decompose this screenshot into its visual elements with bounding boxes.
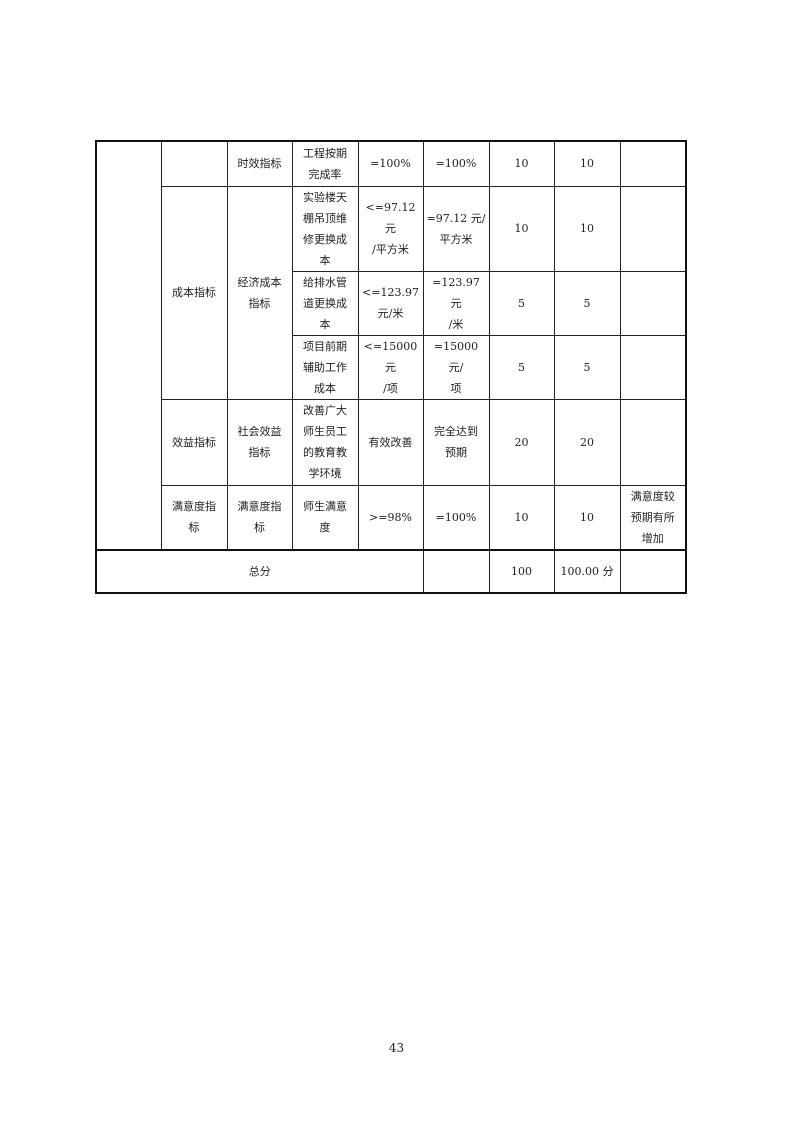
actual-cell: =15000 元/ 项: [422, 334, 490, 400]
weight-cell: 5: [488, 270, 555, 336]
total-note: [619, 549, 687, 593]
total-actual: [422, 549, 490, 593]
score-cell: 5: [553, 334, 621, 400]
target-cell: =100%: [357, 140, 424, 187]
actual-cell: =97.12 元/ 平方米: [422, 185, 490, 272]
table-row: 满意度指 标 满意度指 标 师生满意 度 >=98% =100% 10 10 满…: [96, 484, 687, 550]
target-cell: <=123.97 元/米: [357, 270, 424, 336]
indicator-cell: 给排水管 道更换成 本: [291, 270, 359, 336]
level3-cell: 时效指标: [226, 140, 293, 187]
note-cell: [619, 334, 687, 400]
target-cell: >=98%: [357, 484, 424, 550]
note-cell: 满意度较 预期有所 增加: [619, 484, 687, 550]
level3-cell: 经济成本 指标: [226, 185, 293, 400]
note-cell: [619, 140, 687, 187]
note-cell: [619, 398, 687, 486]
total-weight: 100: [488, 549, 555, 593]
page-number: 43: [388, 1041, 405, 1055]
indicator-cell: 师生满意 度: [291, 484, 359, 550]
table-row: 效益指标 社会效益 指标 改善广大 师生员工 的教育教 学环境 有效改善 完全达…: [96, 398, 687, 486]
table-row: 给排水管 道更换成 本 <=123.97 元/米 =123.97 元 /米 5 …: [96, 270, 687, 336]
actual-cell: =100%: [422, 140, 490, 187]
total-row: 总分 100 100.00 分: [95, 549, 687, 593]
total-label: 总分: [95, 549, 424, 593]
target-cell: <=97.12 元 /平方米: [357, 185, 424, 272]
weight-cell: 10: [488, 140, 555, 187]
level3-cell: 社会效益 指标: [226, 398, 293, 486]
performance-table: 时效指标 工程按期 完成率 =100% =100% 10 10 成本指标 经济成…: [95, 140, 687, 594]
weight-cell: 20: [488, 398, 555, 486]
indicator-cell: 工程按期 完成率: [291, 140, 359, 187]
table-row: 项目前期 辅助工作 成本 <=15000 元 /项 =15000 元/ 项 5 …: [96, 334, 687, 400]
actual-cell: 完全达到 预期: [422, 398, 490, 486]
score-cell: 5: [553, 270, 621, 336]
indicator-cell: 实验楼天 棚吊顶维 修更换成 本: [291, 185, 359, 272]
total-score: 100.00 分: [553, 549, 621, 593]
level3-cell: 满意度指 标: [226, 484, 293, 550]
weight-cell: 10: [488, 484, 555, 550]
score-cell: 20: [553, 398, 621, 486]
actual-cell: =100%: [422, 484, 490, 550]
note-cell: [619, 185, 687, 272]
actual-cell: =123.97 元 /米: [422, 270, 490, 336]
level2-cell: 成本指标: [160, 185, 228, 400]
level2-cell: [160, 140, 228, 187]
target-cell: <=15000 元 /项: [357, 334, 424, 400]
table-row: 成本指标 经济成本 指标 实验楼天 棚吊顶维 修更换成 本 <=97.12 元 …: [96, 185, 687, 400]
level2-cell: 满意度指 标: [160, 484, 228, 550]
indicator-cell: 改善广大 师生员工 的教育教 学环境: [291, 398, 359, 486]
table-row: 时效指标 工程按期 完成率 =100% =100% 10 10: [95, 140, 687, 550]
weight-cell: 5: [488, 334, 555, 400]
score-cell: 10: [553, 484, 621, 550]
level2-cell: 效益指标: [160, 398, 228, 486]
score-cell: 10: [553, 185, 621, 272]
weight-cell: 10: [488, 185, 555, 272]
note-cell: [619, 270, 687, 336]
score-cell: 10: [553, 140, 621, 187]
indicator-cell: 项目前期 辅助工作 成本: [291, 334, 359, 400]
target-cell: 有效改善: [357, 398, 424, 486]
level1-cell: [95, 140, 162, 550]
